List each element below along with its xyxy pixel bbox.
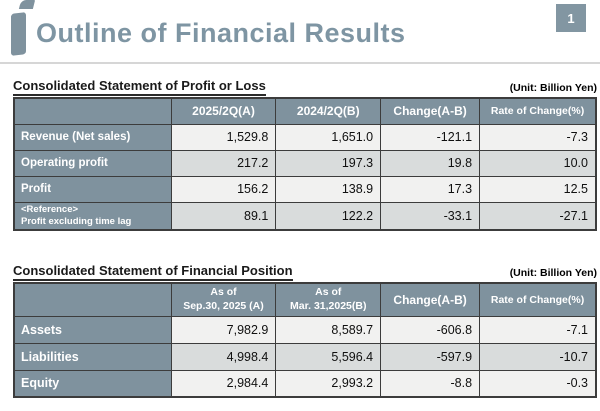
data-cell: 197.3 — [275, 149, 382, 177]
section-title: Consolidated Statement of Financial Posi… — [13, 263, 293, 281]
data-cell: 4,998.4 — [170, 342, 277, 371]
table-row: Profit 156.2 138.9 17.3 12.5 — [13, 175, 597, 203]
data-cell: 138.9 — [275, 175, 382, 203]
column-header: Change(A-B) — [380, 282, 481, 317]
row-label: Liabilities — [13, 342, 172, 371]
row-label: Operating profit — [13, 149, 172, 177]
profit-loss-table: 2025/2Q(A) 2024/2Q(B) Change(A-B) Rate o… — [13, 97, 597, 231]
table-row: Liabilities 4,998.4 5,596.4 -597.9 -10.7 — [13, 342, 597, 371]
data-cell: 217.2 — [170, 149, 277, 177]
column-header: Change(A-B) — [380, 97, 481, 125]
corner-shape — [18, 0, 36, 9]
slide-title: Outline of Financial Results — [36, 18, 406, 48]
data-cell: -7.1 — [479, 315, 597, 344]
column-header: Rate of Change(%) — [479, 97, 597, 125]
data-cell: -8.8 — [380, 369, 481, 398]
financial-position-section: Consolidated Statement of Financial Posi… — [13, 263, 597, 398]
row-label: <Reference> Profit excluding time lag — [13, 201, 172, 231]
data-cell: -0.3 — [479, 369, 597, 398]
table-row: Assets 7,982.9 8,589.7 -606.8 -7.1 — [13, 315, 597, 344]
column-header: 2025/2Q(A) — [170, 97, 277, 125]
data-cell: 8,589.7 — [275, 315, 382, 344]
data-cell: 1,529.8 — [170, 123, 277, 151]
table-row: Revenue (Net sales) 1,529.8 1,651.0 -121… — [13, 123, 597, 151]
row-label: Revenue (Net sales) — [13, 123, 172, 151]
data-cell: 89.1 — [170, 201, 277, 231]
data-cell: 5,596.4 — [275, 342, 382, 371]
data-cell: 156.2 — [170, 175, 277, 203]
data-cell: 12.5 — [479, 175, 597, 203]
data-cell: -606.8 — [380, 315, 481, 344]
row-label: Assets — [13, 315, 172, 344]
financial-position-section-head: Consolidated Statement of Financial Posi… — [13, 263, 597, 281]
data-cell: 10.0 — [479, 149, 597, 177]
profit-loss-section-head: Consolidated Statement of Profit or Loss… — [13, 78, 597, 96]
header-row: As of Sep.30, 2025 (A) As of Mar. 31,202… — [13, 282, 597, 317]
data-cell: -27.1 — [479, 201, 597, 231]
page-number-badge: 1 — [556, 4, 586, 32]
data-cell: -597.9 — [380, 342, 481, 371]
data-cell: 1,651.0 — [275, 123, 382, 151]
data-cell: 2,984.4 — [170, 369, 277, 398]
header-divider — [0, 62, 600, 64]
column-header: As of Sep.30, 2025 (A) — [170, 282, 277, 317]
financial-position-table: As of Sep.30, 2025 (A) As of Mar. 31,202… — [13, 282, 597, 398]
data-cell: 7,982.9 — [170, 315, 277, 344]
row-label: Profit — [13, 175, 172, 203]
data-cell: 19.8 — [380, 149, 481, 177]
data-cell: 122.2 — [275, 201, 382, 231]
data-cell: 2,993.2 — [275, 369, 382, 398]
table-row: <Reference> Profit excluding time lag 89… — [13, 201, 597, 231]
unit-label: (Unit: Billion Yen) — [509, 82, 597, 94]
data-cell: -7.3 — [479, 123, 597, 151]
column-header: 2024/2Q(B) — [275, 97, 382, 125]
table-row: Operating profit 217.2 197.3 19.8 10.0 — [13, 149, 597, 177]
corner-cell — [13, 282, 172, 317]
profit-loss-section: Consolidated Statement of Profit or Loss… — [13, 78, 597, 231]
data-cell: 17.3 — [380, 175, 481, 203]
column-header: As of Mar. 31,2025(B) — [275, 282, 382, 317]
table-row: Equity 2,984.4 2,993.2 -8.8 -0.3 — [13, 369, 597, 398]
title-accent-bar — [11, 12, 26, 56]
column-header: Rate of Change(%) — [479, 282, 597, 317]
section-title: Consolidated Statement of Profit or Loss — [13, 78, 266, 96]
data-cell: -33.1 — [380, 201, 481, 231]
data-cell: -10.7 — [479, 342, 597, 371]
unit-label: (Unit: Billion Yen) — [509, 267, 597, 279]
corner-cell — [13, 97, 172, 125]
page-number: 1 — [567, 10, 575, 26]
row-label: Equity — [13, 369, 172, 398]
header-row: 2025/2Q(A) 2024/2Q(B) Change(A-B) Rate o… — [13, 97, 597, 125]
data-cell: -121.1 — [380, 123, 481, 151]
